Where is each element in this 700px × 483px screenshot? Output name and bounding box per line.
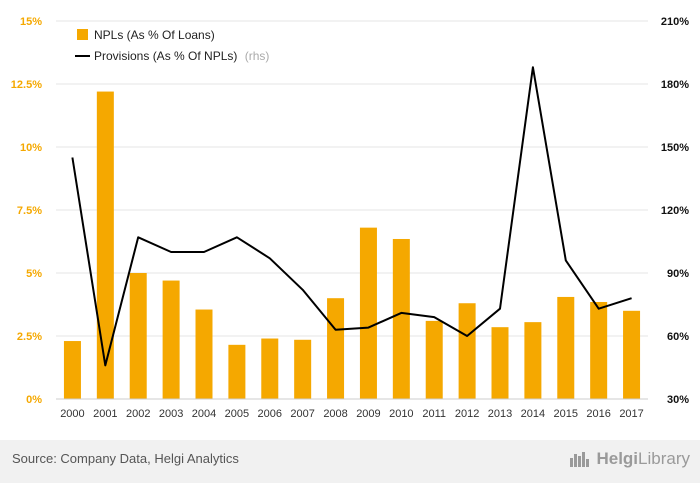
y-right-tick-label: 150%: [661, 142, 689, 154]
x-tick-label: 2001: [93, 408, 117, 420]
npl-bar: [228, 344, 246, 399]
x-tick-label: 2016: [586, 408, 610, 420]
legend-label-provisions-text: Provisions (As % Of NPLs): [94, 49, 237, 63]
legend: NPLs (As % Of Loans) Provisions (As % Of…: [75, 28, 269, 63]
x-tick-label: 2008: [323, 408, 347, 420]
npl-bar: [557, 296, 575, 399]
y-left-tick-label: 5%: [26, 268, 42, 280]
x-tick-label: 2003: [159, 408, 183, 420]
npl-bar: [425, 320, 443, 399]
helgi-library-logo-icon: [570, 452, 590, 467]
y-right-tick-label: 180%: [661, 79, 689, 91]
x-tick-label: 2004: [192, 408, 216, 420]
footer: Source: Company Data, Helgi Analytics He…: [0, 440, 700, 483]
x-tick-label: 2012: [455, 408, 479, 420]
y-left-tick-label: 7.5%: [17, 205, 42, 217]
legend-label-provisions: Provisions (As % Of NPLs) (rhs): [94, 49, 269, 63]
provisions-line: [71, 66, 632, 367]
npl-bar: [162, 280, 180, 399]
y-left-tick-label: 0%: [26, 394, 42, 406]
y-right-tick-label: 210%: [661, 16, 689, 28]
y-left-tick-label: 12.5%: [11, 79, 42, 91]
npl-bar: [392, 238, 410, 399]
x-tick-label: 2005: [225, 408, 249, 420]
y-left-tick-label: 15%: [20, 16, 42, 28]
x-tick-label: 2015: [554, 408, 578, 420]
x-tick-label: 2011: [422, 408, 446, 420]
npl-bar: [96, 91, 114, 399]
npl-bar: [195, 309, 213, 399]
gridlines: [56, 20, 648, 337]
x-tick-label: 2014: [521, 408, 545, 420]
npl-bar: [590, 301, 608, 399]
x-tick-label: 2009: [356, 408, 380, 420]
npl-bar: [129, 273, 147, 399]
provisions-line-group: [71, 66, 632, 367]
npl-bar: [524, 322, 542, 399]
x-tick-label: 2006: [258, 408, 282, 420]
x-tick-label: 2017: [619, 408, 643, 420]
x-tick-label: 2010: [389, 408, 413, 420]
y-right-tick-label: 90%: [667, 268, 689, 280]
legend-swatch-npl: [77, 29, 88, 40]
brand-name-bold: Helgi: [596, 449, 639, 468]
source-note: Source: Company Data, Helgi Analytics: [12, 451, 239, 466]
axes: 0% 2.5% 5% 7.5% 10% 12.5% 15% 30% 60% 90% 120% 150%…: [11, 16, 689, 420]
npl-bar: [359, 227, 377, 399]
x-tick-label: 2013: [488, 408, 512, 420]
y-right-tick-label: 30%: [667, 394, 689, 406]
chart: 0% 2.5% 5% 7.5% 10% 12.5% 15% 30% 60% 90% 120% 150%…: [11, 16, 689, 420]
npl-bar: [491, 327, 509, 399]
x-tick-label: 2002: [126, 408, 150, 420]
y-right-tick-label: 60%: [667, 331, 689, 343]
x-tick-label: 2000: [60, 408, 84, 420]
npl-bar: [63, 341, 81, 399]
npl-bar: [261, 338, 279, 399]
y-right-tick-label: 120%: [661, 205, 689, 217]
brand-name-light: Library: [638, 449, 690, 468]
legend-label-provisions-suffix: (rhs): [245, 49, 270, 63]
npl-bar: [294, 339, 312, 399]
x-tick-label: 2007: [290, 408, 314, 420]
npl-bar: [458, 303, 476, 399]
npl-bar: [327, 298, 345, 399]
legend-label-npl: NPLs (As % Of Loans): [94, 28, 215, 42]
npl-bar: [623, 310, 641, 399]
y-left-tick-label: 2.5%: [17, 331, 42, 343]
y-left-tick-label: 10%: [20, 142, 42, 154]
npl-bars: [63, 91, 641, 399]
brand[interactable]: Helgi Library: [569, 449, 690, 469]
